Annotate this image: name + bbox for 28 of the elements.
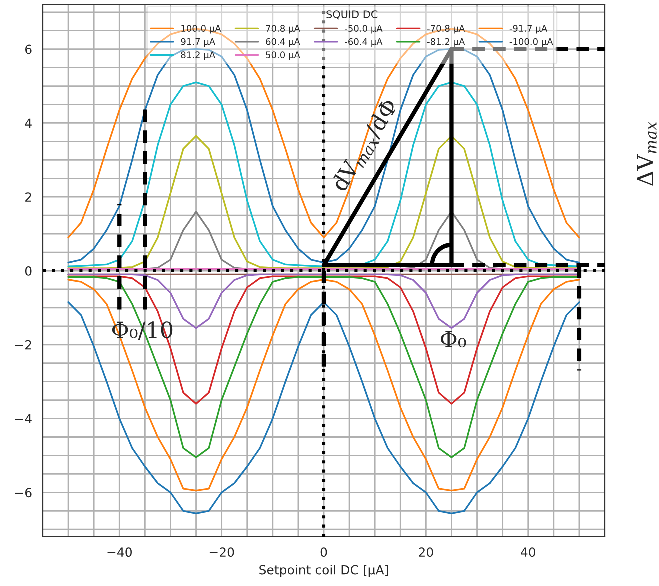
legend-label: 91.7 µA [181,38,216,47]
legend-label: -91.7 µA [510,25,548,34]
legend-label: 50.0 µA [266,52,300,60]
legend-label: 70.8 µA [266,25,300,34]
legend-label: -81.2 µA [427,38,466,47]
y-tick-label: −6 [15,488,32,498]
legend-label: -50.0 µA [345,25,383,34]
y-tick-label: 4 [25,118,32,128]
x-tick-label: −20 [210,548,234,558]
y-tick-label: 2 [26,192,32,202]
x-tick-label: 40 [521,548,536,558]
legend-title: SQUID DC [326,10,378,20]
y-tick-label: −4 [15,414,32,424]
y-tick-label: −2 [15,340,32,350]
x-tick-label: −40 [108,548,132,558]
annotation: dV$_{max}$/dΦ [330,97,402,194]
legend-label: -70.8 µA [427,25,466,34]
y-tick-label: 0 [25,266,32,276]
x-axis-title: Setpoint coil DC [µA] [260,565,388,578]
annotation: Φ₀ [440,331,466,348]
x-tick-label: 20 [419,548,434,558]
y-tick-label: 6 [26,44,32,54]
legend-label: -100.0 µA [510,38,554,47]
legend-label: 60.4 µA [266,38,300,47]
x-tick-label: 0 [320,548,328,558]
text: ΔV$_{max}$ [637,122,657,186]
legend-label: -60.4 µA [345,38,383,47]
legend-label: 81.2 µA [181,52,216,60]
